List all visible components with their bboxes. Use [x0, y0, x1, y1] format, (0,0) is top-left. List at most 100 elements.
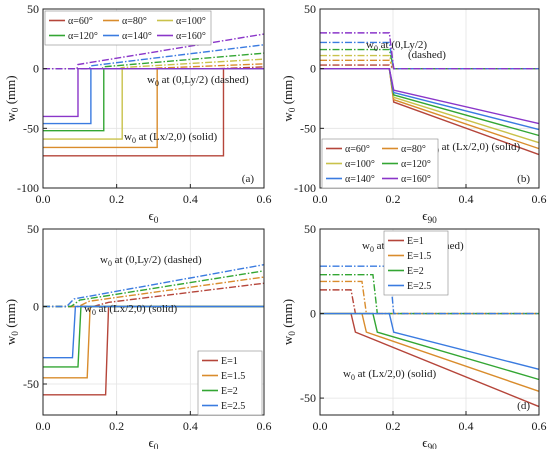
- y-tick-label: -50: [300, 121, 316, 135]
- legend-entry: α=80°: [401, 144, 426, 155]
- series-dashed-line: [320, 59, 539, 70]
- x-tick-label: 0.6: [532, 192, 547, 206]
- series-group: [43, 263, 265, 396]
- x-tick-label: 0.4: [459, 419, 474, 433]
- chart-panel-1: 0.0 0.2 0.4 0.6 -100 -50 0 50 ϵ0 w0 (mm) w0 at (0,…: [3, 2, 272, 226]
- legend: α=60° α=80° α=100° α=120° α=140° α=160°: [321, 138, 439, 189]
- y-axis-label: w0 (mm): [3, 75, 21, 121]
- annotation-text: (dashed): [408, 49, 446, 61]
- y-tick-label: 50: [304, 222, 316, 236]
- x-tick-label: 0.4: [183, 419, 198, 433]
- legend-entry: α=60°: [68, 16, 93, 27]
- y-axis-label: w0 (mm): [3, 299, 21, 345]
- y-tick-label: 50: [304, 2, 316, 16]
- y-tick-label: 0: [310, 62, 316, 76]
- x-tick-label: 0.2: [109, 192, 124, 206]
- annotation-text: w0 at (Lx/2,0) (solid): [124, 131, 218, 145]
- y-tick-label: 0: [310, 307, 316, 321]
- annotation-text: w0 at (0,Ly/2): [366, 39, 427, 53]
- x-tick-label: 0.6: [257, 419, 272, 433]
- y-tick-label: -100: [17, 181, 39, 195]
- legend-entry: E=2.5: [407, 281, 431, 292]
- series-solid-line: [320, 67, 540, 131]
- y-axis-label: w0 (mm): [280, 299, 298, 345]
- legend-box: [197, 350, 263, 416]
- x-axis-label: ϵ90: [422, 435, 437, 449]
- series-dashed-line: [43, 263, 265, 308]
- x-tick-label: 0.0: [313, 192, 328, 206]
- x-tick-label: 0.4: [183, 192, 198, 206]
- legend: α=60° α=80° α=100° α=120° α=140° α=160°: [44, 10, 212, 46]
- x-axis-label: ϵ0: [149, 435, 159, 449]
- legend-entry: α=160°: [401, 174, 431, 185]
- legend-entry: α=100°: [345, 159, 375, 170]
- series-dashed-line: [43, 270, 265, 308]
- series-dashed-line: [320, 32, 539, 70]
- annotation-text: w0 at (Lx/2,0) (solid): [84, 303, 178, 317]
- y-tick-label: 0: [33, 62, 39, 76]
- chart-panel-3: 0.0 0.2 0.4 0.6 -50 0 50 ϵ0 w0 (mm) w0 at (0,Ly/2…: [3, 222, 272, 449]
- y-tick-label: 50: [27, 2, 39, 16]
- series-solid-line: [320, 67, 540, 144]
- x-axis-label: ϵ0: [149, 208, 159, 226]
- annotation-text: w0 at (Lx/2,0) (solid): [343, 368, 437, 382]
- y-tick-label: 50: [27, 222, 39, 236]
- x-tick-label: 0.2: [386, 419, 401, 433]
- y-axis-label: w0 (mm): [280, 75, 298, 121]
- legend: E=1 E=1.5 E=2 E=2.5: [197, 350, 263, 416]
- annotation-text: w0 at (0,Ly/2) (dashed): [100, 254, 202, 268]
- series-dashed-line: [43, 33, 265, 70]
- legend-entry: E=1: [407, 236, 424, 247]
- legend-entry: α=120°: [68, 31, 98, 42]
- panel-label: (a): [242, 173, 255, 185]
- legend-box: [383, 230, 449, 296]
- series-solid-line: [43, 305, 264, 359]
- x-axis-label: ϵ90: [422, 208, 437, 226]
- x-tick-label: 0.6: [257, 192, 272, 206]
- series-dashed-line: [43, 58, 265, 70]
- chart-panel-2: 0.0 0.2 0.4 0.6 -100 -50 0 50 ϵ90 w0 (mm) w0 at (0…: [280, 2, 547, 226]
- legend-entry: E=1.5: [407, 251, 431, 262]
- x-tick-label: 0.0: [36, 419, 51, 433]
- y-tick-label: -50: [23, 121, 39, 135]
- series-group: [320, 32, 540, 156]
- legend-entry: E=2.5: [221, 401, 245, 412]
- y-tick-label: 0: [33, 300, 39, 314]
- plot-frame: [42, 228, 265, 416]
- series-dashed-line: [320, 48, 539, 70]
- x-tick-label: 0.0: [313, 419, 328, 433]
- panel-label: (d): [517, 400, 530, 412]
- legend-entry: α=140°: [345, 174, 375, 185]
- legend: E=1 E=1.5 E=2 E=2.5: [383, 230, 449, 296]
- y-tick-label: -100: [294, 181, 316, 195]
- x-tick-label: 0.6: [532, 419, 547, 433]
- annotation-text: w0 at (0,Ly/2) (dashed): [147, 74, 249, 88]
- legend-entry: E=1: [221, 356, 238, 367]
- plot-frame: [42, 8, 265, 189]
- x-tick-label: 0.0: [36, 192, 51, 206]
- x-tick-label: 0.2: [386, 192, 401, 206]
- legend-entry: α=60°: [345, 144, 370, 155]
- annotation-text: w0 at (Lx/2,0) (solid): [427, 141, 521, 155]
- legend-entry: E=2: [407, 266, 424, 277]
- series-group: [43, 33, 265, 157]
- plot-frame: [319, 228, 540, 416]
- series-solid-line: [320, 67, 540, 125]
- legend-entry: α=80°: [122, 16, 147, 27]
- y-tick-label: -50: [23, 377, 39, 391]
- x-tick-label: 0.2: [109, 419, 124, 433]
- legend-box: [44, 10, 212, 46]
- series-solid-line: [320, 312, 540, 371]
- x-tick-label: 0.4: [459, 192, 474, 206]
- series-solid-line: [320, 312, 540, 408]
- panel-label: (b): [517, 173, 530, 185]
- legend-entry: E=2: [221, 386, 238, 397]
- y-tick-label: -50: [300, 391, 316, 405]
- series-solid-line: [43, 67, 264, 118]
- legend-entry: α=100°: [176, 16, 206, 27]
- legend-entry: α=140°: [122, 31, 152, 42]
- legend-entry: α=120°: [401, 159, 431, 170]
- legend-entry: E=1.5: [221, 371, 245, 382]
